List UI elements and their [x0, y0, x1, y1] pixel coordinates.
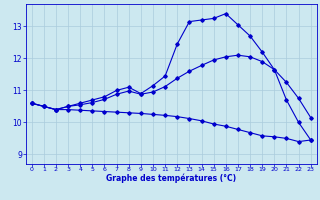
X-axis label: Graphe des températures (°C): Graphe des températures (°C) — [106, 174, 236, 183]
